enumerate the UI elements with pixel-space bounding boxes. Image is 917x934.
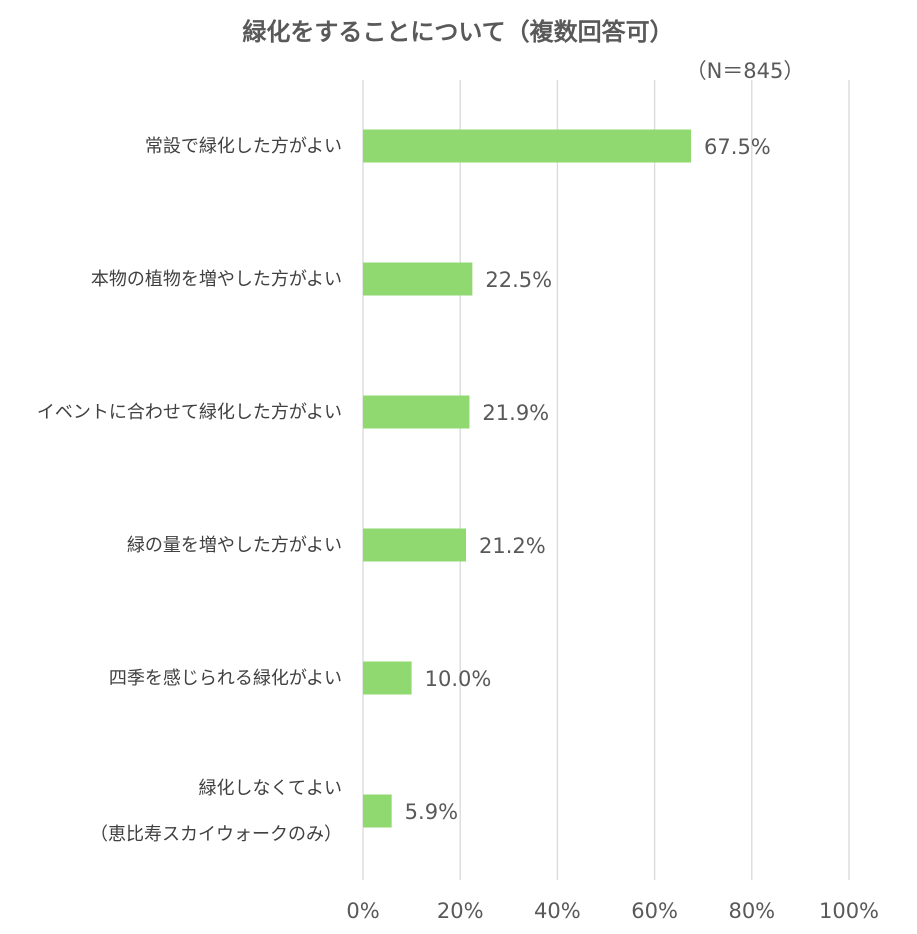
category-label: 常設で緑化した方がよい: [145, 136, 342, 157]
x-tick-label: 40%: [534, 899, 581, 923]
category-label: 四季を感じられる緑化がよい: [109, 668, 342, 689]
data-label: 22.5%: [485, 268, 552, 292]
bar: [363, 395, 470, 429]
gridlines: [362, 80, 850, 880]
bar: [363, 129, 692, 163]
x-tick-label: 80%: [728, 899, 775, 923]
data-label: 10.0%: [425, 667, 492, 691]
x-axis-ticks: 0% 20% 40% 60% 80% 100%: [346, 899, 879, 923]
category-label: 本物の植物を増やした方がよい: [91, 269, 342, 290]
category-label: 緑の量を増やした方がよい: [127, 535, 342, 556]
x-tick-label: 60%: [631, 899, 678, 923]
category-label: 緑化しなくてよい: [199, 778, 342, 799]
x-tick-label: 100%: [819, 899, 879, 923]
bars: [363, 129, 692, 828]
data-labels: 67.5% 22.5% 21.9% 21.2% 10.0% 5.9%: [405, 135, 771, 824]
data-label: 67.5%: [704, 135, 771, 159]
chart-title: 緑化をすることについて（複数回答可）: [242, 18, 673, 46]
bar: [363, 661, 412, 695]
sample-size: （N＝845）: [686, 59, 805, 83]
x-tick-label: 0%: [346, 899, 379, 923]
bar: [363, 794, 392, 828]
x-tick-label: 20%: [437, 899, 484, 923]
category-label: （恵比寿スカイウォークのみ）: [90, 824, 342, 845]
category-label: イベントに合わせて緑化した方がよい: [37, 402, 342, 423]
data-label: 5.9%: [405, 800, 458, 824]
bar: [363, 528, 467, 562]
data-label: 21.9%: [482, 401, 549, 425]
data-label: 21.2%: [479, 534, 546, 558]
category-labels: 常設で緑化した方がよい本物の植物を増やした方がよいイベントに合わせて緑化した方が…: [37, 136, 342, 845]
bar: [363, 262, 473, 296]
